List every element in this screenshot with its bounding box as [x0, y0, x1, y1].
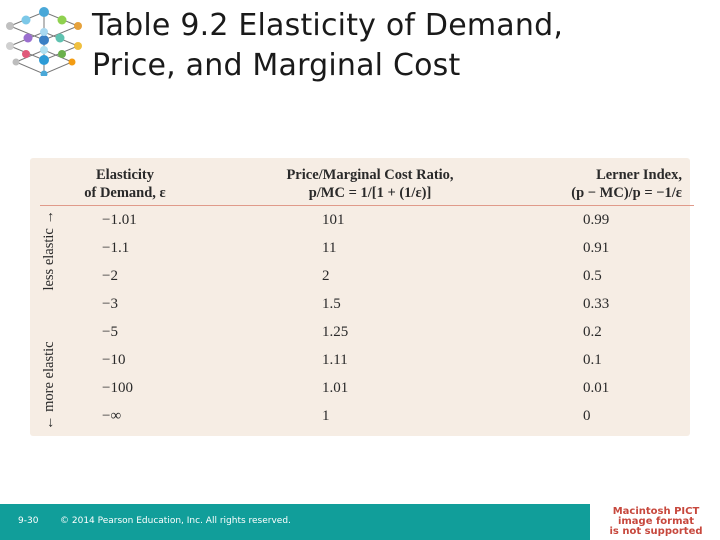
- cell-lerner: 0: [583, 408, 591, 424]
- cell-lerner: 0.5: [583, 268, 602, 284]
- table-row: −3 1.5 0.33: [30, 292, 690, 320]
- header-rule: [40, 205, 694, 206]
- header-ratio-line1: Price/Marginal Cost Ratio,: [286, 167, 454, 183]
- header-elasticity-line2: of Demand, ε: [84, 185, 166, 201]
- header-price-mc-ratio: Price/Marginal Cost Ratio, p/MC = 1/[1 +…: [260, 166, 480, 202]
- cell-elasticity: −100: [102, 380, 133, 396]
- cell-lerner: 0.2: [583, 324, 602, 340]
- cell-ratio: 2: [322, 268, 330, 284]
- cell-elasticity: −∞: [102, 408, 122, 424]
- cell-ratio: 1.11: [322, 352, 348, 368]
- table-row: −100 1.01 0.01: [30, 376, 690, 404]
- cell-lerner: 0.99: [583, 212, 610, 228]
- cell-elasticity: −2: [102, 268, 118, 284]
- title-line-1: Table 9.2 Elasticity of Demand,: [92, 8, 564, 43]
- footer-bar: 9-30 © 2014 Pearson Education, Inc. All …: [0, 504, 590, 540]
- table-row: −5 1.25 0.2: [30, 320, 690, 348]
- cell-ratio: 101: [322, 212, 345, 228]
- header-elasticity-line1: Elasticity: [96, 167, 154, 183]
- cell-lerner: 0.33: [583, 296, 610, 312]
- placeholder-line-3: is not supported: [609, 526, 703, 537]
- molecule-logo-icon: [4, 4, 84, 78]
- title-line-2: Price, and Marginal Cost: [92, 48, 461, 83]
- header-lerner-line2: (p − MC)/p = −1/ε: [571, 185, 682, 201]
- page-number: 9-30: [18, 516, 39, 526]
- table-row: −1.1 11 0.91: [30, 236, 690, 264]
- elasticity-table: Elasticity of Demand, ε Price/Marginal C…: [30, 158, 694, 436]
- table-row: −2 2 0.5: [30, 264, 690, 292]
- header-lerner-index: Lerner Index, (p − MC)/p = −1/ε: [522, 166, 682, 202]
- cell-ratio: 1.25: [322, 324, 349, 340]
- cell-lerner: 0.91: [583, 240, 610, 256]
- unsupported-image-placeholder: Macintosh PICT image format is not suppo…: [592, 504, 720, 540]
- cell-ratio: 1.01: [322, 380, 349, 396]
- placeholder-line-2: image format: [617, 516, 695, 527]
- cell-elasticity: −1.1: [102, 240, 130, 256]
- cell-ratio: 1: [322, 408, 330, 424]
- cell-ratio: 11: [322, 240, 337, 256]
- cell-ratio: 1.5: [322, 296, 341, 312]
- cell-lerner: 0.01: [583, 380, 610, 396]
- cell-elasticity: −3: [102, 296, 118, 312]
- cell-lerner: 0.1: [583, 352, 602, 368]
- cell-elasticity: −10: [102, 352, 126, 368]
- page-title: Table 9.2 Elasticity of Demand, Price, a…: [92, 6, 712, 86]
- cell-elasticity: −1.01: [102, 212, 137, 228]
- header-lerner-line1: Lerner Index,: [596, 167, 682, 183]
- copyright-text: © 2014 Pearson Education, Inc. All right…: [60, 516, 291, 526]
- placeholder-line-1: Macintosh PICT: [612, 506, 700, 517]
- cell-elasticity: −5: [102, 324, 118, 340]
- header-elasticity: Elasticity of Demand, ε: [70, 166, 180, 202]
- table-row: −∞ 1 0: [30, 404, 690, 432]
- table-row: −1.01 101 0.99: [30, 208, 690, 236]
- table-row: −10 1.11 0.1: [30, 348, 690, 376]
- header-ratio-line2: p/MC = 1/[1 + (1/ε)]: [308, 185, 432, 201]
